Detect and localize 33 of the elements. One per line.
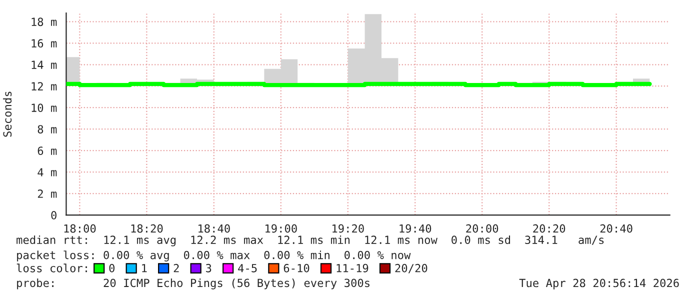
x-tick-label: 20:40 — [600, 224, 632, 233]
legend-label: 1 — [142, 264, 147, 272]
y-tick-label: 2 m — [38, 190, 57, 198]
legend-title: loss color: — [16, 264, 87, 272]
y-tick-label: 6 m — [38, 146, 57, 155]
text: probe: 20 ICMP Echo Pings (56 Bytes) every 300s — [17, 278, 370, 290]
legend-label: 0 — [109, 264, 115, 272]
x-tick-label: 20:00 — [466, 224, 498, 233]
text: median rtt: 12.1 ms avg 12.2 ms max 12.1 ms min 12.1 ms now 0.0 ms sd 314.1 am/s — [16, 235, 604, 246]
x-tick-label: 18:40 — [198, 224, 230, 233]
y-tick-label: 14 m — [32, 60, 57, 69]
y-tick-label: 12 m — [32, 82, 57, 90]
legend-label: 4-5 — [238, 264, 257, 272]
x-tick-label: 18:00 — [64, 224, 96, 233]
y-tick-label: 10 m — [32, 104, 57, 112]
legend-label: 2 — [174, 264, 179, 272]
y-axis-title: Seconds — [3, 92, 12, 137]
x-tick-label: 19:00 — [266, 224, 297, 233]
text: packet loss: 0.00 % avg 0.00 % max 0.00 % min 0.00 % now — [17, 250, 411, 262]
y-tick-label: 16 m — [32, 39, 57, 48]
y-tick-label: 0 — [51, 211, 56, 220]
x-tick-label: 20:20 — [533, 224, 566, 233]
y-tick-label: 18 m — [32, 18, 57, 26]
y-tick-label: 8 m — [38, 125, 57, 134]
legend-label: 6-10 — [284, 264, 310, 272]
legend-label: 3 — [206, 264, 212, 272]
y-tick-label: 4 m — [38, 168, 57, 176]
x-tick-label: 19:20 — [332, 224, 364, 233]
x-tick-label: 19:40 — [400, 224, 432, 233]
x-tick-label: 18:20 — [131, 224, 163, 233]
legend-label: 11-19 — [336, 264, 368, 272]
legend-label: 20/20 — [395, 264, 428, 274]
text: Tue Apr 28 20:56:14 2026 — [519, 278, 679, 290]
